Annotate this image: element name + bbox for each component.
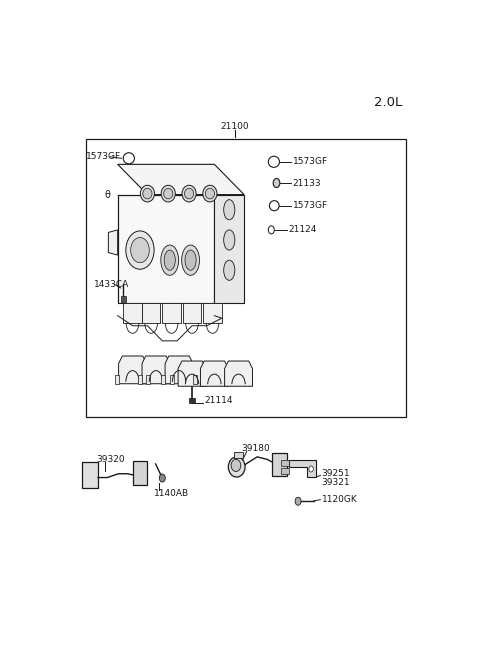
Ellipse shape <box>161 245 179 275</box>
Circle shape <box>295 497 301 505</box>
Ellipse shape <box>161 185 175 202</box>
Text: 39320: 39320 <box>96 455 125 464</box>
Text: 21100: 21100 <box>220 122 249 130</box>
Ellipse shape <box>203 185 217 202</box>
Bar <box>118 195 215 303</box>
Polygon shape <box>215 195 244 303</box>
Text: 1573GF: 1573GF <box>292 157 328 166</box>
Polygon shape <box>108 230 118 255</box>
Bar <box>138 375 142 384</box>
Ellipse shape <box>164 250 175 271</box>
Circle shape <box>273 178 280 187</box>
Polygon shape <box>178 361 206 386</box>
Ellipse shape <box>269 200 279 211</box>
FancyBboxPatch shape <box>203 303 222 323</box>
Polygon shape <box>165 356 193 384</box>
Text: 39251: 39251 <box>322 468 350 477</box>
Text: 21133: 21133 <box>292 179 321 187</box>
Bar <box>170 375 174 384</box>
Ellipse shape <box>224 230 235 250</box>
Bar <box>234 453 243 458</box>
Ellipse shape <box>185 250 196 271</box>
Text: 2.0L: 2.0L <box>374 96 403 109</box>
Polygon shape <box>119 356 146 384</box>
Bar <box>86 139 406 417</box>
Text: 1140AB: 1140AB <box>154 489 189 498</box>
Bar <box>115 375 119 384</box>
Polygon shape <box>225 361 252 386</box>
Polygon shape <box>289 460 315 477</box>
Ellipse shape <box>231 459 241 472</box>
Text: 1433CA: 1433CA <box>94 280 130 290</box>
Ellipse shape <box>181 245 200 275</box>
Text: 1573GF: 1573GF <box>86 152 121 161</box>
Ellipse shape <box>228 457 245 477</box>
Circle shape <box>126 231 154 269</box>
Bar <box>161 375 165 384</box>
Ellipse shape <box>123 153 134 164</box>
Ellipse shape <box>224 260 235 280</box>
Bar <box>133 461 147 485</box>
Ellipse shape <box>205 188 215 199</box>
Bar <box>281 468 289 474</box>
Polygon shape <box>118 164 244 195</box>
Circle shape <box>309 466 313 472</box>
Polygon shape <box>201 361 228 386</box>
Text: 21124: 21124 <box>288 225 316 234</box>
Bar <box>146 375 150 384</box>
Ellipse shape <box>143 188 152 199</box>
Ellipse shape <box>140 185 155 202</box>
Text: 1120GK: 1120GK <box>322 495 357 504</box>
FancyBboxPatch shape <box>123 303 142 323</box>
Bar <box>190 398 195 403</box>
Polygon shape <box>142 356 170 384</box>
Bar <box>193 375 197 384</box>
Text: 1573GF: 1573GF <box>292 201 328 210</box>
Text: 39321: 39321 <box>322 477 350 487</box>
FancyBboxPatch shape <box>142 303 160 323</box>
Text: 39180: 39180 <box>241 444 270 453</box>
Ellipse shape <box>164 188 173 199</box>
Text: θ: θ <box>105 189 110 200</box>
Bar <box>272 453 287 476</box>
Circle shape <box>131 238 149 263</box>
Bar <box>120 297 126 301</box>
FancyBboxPatch shape <box>183 303 202 323</box>
Ellipse shape <box>184 188 193 199</box>
Ellipse shape <box>268 157 279 168</box>
Bar <box>281 460 289 466</box>
Circle shape <box>268 226 274 234</box>
Circle shape <box>159 474 165 482</box>
Text: 21114: 21114 <box>204 396 232 405</box>
FancyBboxPatch shape <box>162 303 181 323</box>
Bar <box>83 462 98 487</box>
Ellipse shape <box>224 200 235 220</box>
Ellipse shape <box>182 185 196 202</box>
